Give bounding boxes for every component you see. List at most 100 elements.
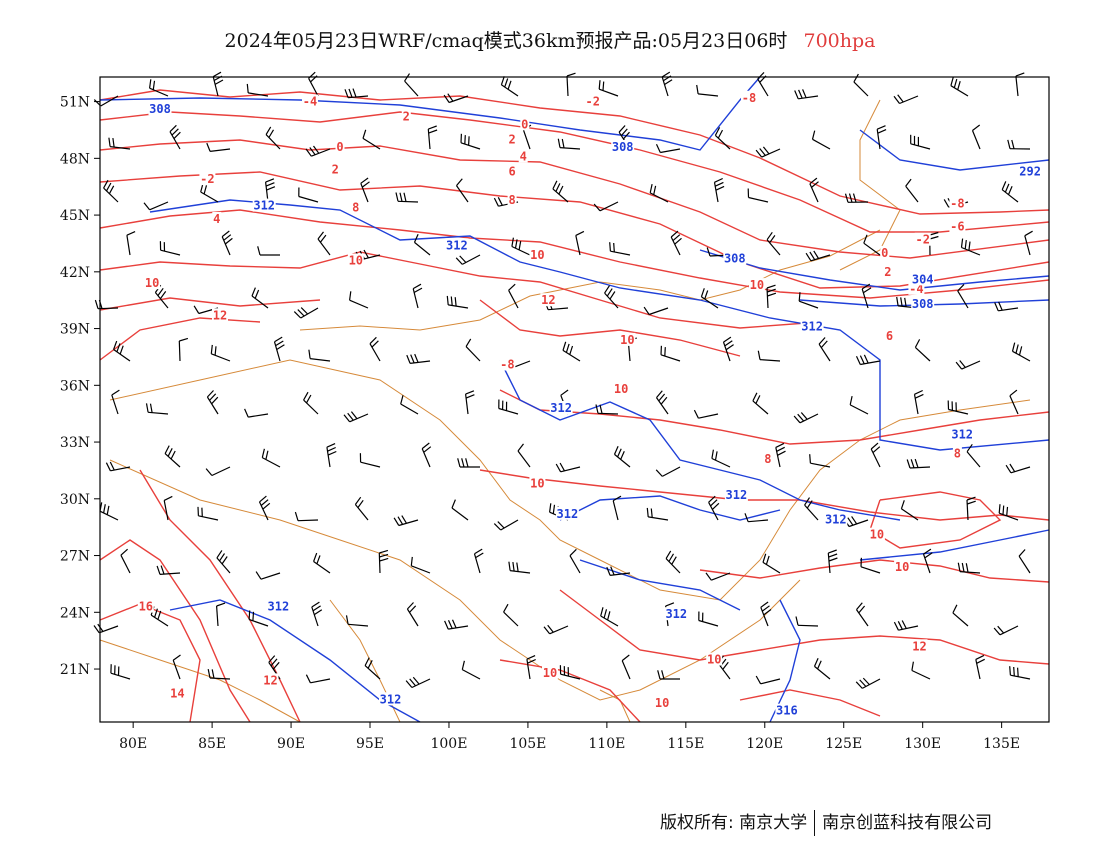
- lat-tick-label: 42N: [60, 265, 90, 281]
- wind-barb: [156, 565, 181, 575]
- wind-barb: [508, 283, 519, 309]
- temperature-contour: [99, 139, 1050, 259]
- lon-tick-label: 80E: [119, 736, 147, 752]
- wind-barb: [905, 178, 919, 203]
- wind-barb: [569, 548, 581, 574]
- temperature-label-bg: [748, 278, 765, 292]
- height-label-bg: [800, 319, 824, 333]
- temperature-contour: [479, 469, 1050, 521]
- wind-barb: [1009, 666, 1031, 680]
- temperature-label: 0: [336, 140, 343, 154]
- temperature-label: -2: [915, 233, 929, 247]
- wind-barb: [216, 602, 226, 627]
- temperature-contour: [99, 603, 201, 723]
- height-label: 292: [1019, 165, 1041, 179]
- wind-barb: [818, 337, 831, 362]
- wind-barb: [261, 448, 281, 468]
- wind-barb: [317, 231, 331, 256]
- longitude-axis: 80E 85E 90E 95E 100E 105E 110E 115E 120E 125E 130E…: [119, 722, 1020, 752]
- wind-barb: [345, 615, 369, 627]
- height-label-bg: [266, 599, 290, 613]
- temperature-label-bg: [584, 94, 601, 108]
- wind-barb: [421, 442, 432, 468]
- wind-barb: [798, 292, 819, 309]
- wind-barb: [655, 466, 681, 477]
- wind-barb: [863, 234, 881, 256]
- temperature-label: -6: [950, 219, 964, 233]
- wind-barb: [216, 550, 231, 574]
- temperature-contour: [99, 297, 321, 311]
- temperature-label: 10: [870, 528, 884, 542]
- height-label-bg: [911, 272, 935, 286]
- wind-barb: [508, 561, 531, 574]
- wind-barb: [305, 674, 331, 684]
- wind-barb: [503, 603, 519, 627]
- wind-barb: [257, 246, 280, 256]
- temperature-label: 10: [655, 696, 669, 710]
- wind-barb: [809, 454, 831, 468]
- wind-barb: [698, 611, 719, 627]
- wind-barb: [971, 124, 981, 150]
- wind-barb: [465, 338, 481, 362]
- wind-barb: [604, 285, 619, 309]
- wind-barb: [855, 677, 881, 689]
- height-label-bg: [445, 238, 469, 252]
- wind-barb: [456, 178, 469, 203]
- temperature-label-bg: [144, 276, 161, 290]
- wind-barb: [1009, 389, 1019, 415]
- wind-barb: [853, 73, 869, 97]
- temperature-label-bg: [894, 559, 911, 573]
- wind-barb: [308, 349, 331, 362]
- wind-barb: [656, 390, 669, 415]
- height-labels: 308 308 292 312 312 308 304 308 312 312 312 312 312 3…: [148, 102, 1042, 718]
- wind-barb: [562, 341, 581, 362]
- wind-barb: [248, 610, 269, 627]
- temperature-label-bg: [262, 673, 279, 687]
- height-label: 312: [557, 507, 579, 521]
- wind-barb: [443, 93, 469, 104]
- wind-barb: [893, 94, 919, 105]
- wind-barb: [1001, 181, 1019, 203]
- wind-barb: [258, 495, 271, 521]
- wind-barb: [922, 548, 933, 574]
- wind-barb: [294, 511, 319, 522]
- wind-barb: [110, 664, 131, 680]
- height-contour: [499, 359, 901, 521]
- wind-barb: [349, 291, 369, 309]
- wind-barb: [244, 408, 269, 418]
- geopotential-height-contours: [99, 76, 1050, 723]
- wind-barb: [303, 391, 319, 415]
- wind-barb: [870, 442, 881, 468]
- wind-barb: [393, 515, 419, 527]
- wind-barb: [273, 336, 285, 362]
- wind-barb: [900, 500, 919, 521]
- wind-barb: [354, 496, 369, 521]
- wind-barb: [766, 284, 777, 309]
- height-label-bg: [950, 427, 974, 441]
- height-label: 312: [550, 401, 572, 415]
- temperature-label: -2: [200, 172, 214, 186]
- temperature-label: 4: [213, 212, 220, 226]
- wind-barb: [410, 556, 431, 574]
- lon-tick-label: 105E: [509, 736, 546, 752]
- temperature-contour: [99, 89, 1050, 215]
- lat-tick-label: 33N: [60, 435, 90, 451]
- temperature-label-bg: [542, 665, 558, 679]
- wind-barb: [950, 76, 969, 97]
- temperature-contour: [499, 659, 641, 723]
- wind-barb: [557, 138, 581, 150]
- wind-barb: [809, 177, 819, 203]
- temperature-label-bg: [212, 308, 228, 322]
- wind-barb: [827, 549, 838, 574]
- wind-barb: [975, 654, 985, 680]
- wind-barb: [696, 84, 719, 97]
- temperature-label: 10: [614, 382, 628, 396]
- temperature-label-bg: [507, 132, 517, 146]
- map-title: 2024年05月23日WRF/cmaq模式36km预报产品:05月23日06时 …: [0, 26, 1100, 53]
- border-line: [299, 229, 881, 331]
- lon-tick-label: 120E: [746, 736, 783, 752]
- temperature-label: 10: [750, 278, 764, 292]
- wind-barb: [913, 389, 924, 415]
- wind-barb: [643, 306, 669, 316]
- wind-barb: [593, 201, 619, 212]
